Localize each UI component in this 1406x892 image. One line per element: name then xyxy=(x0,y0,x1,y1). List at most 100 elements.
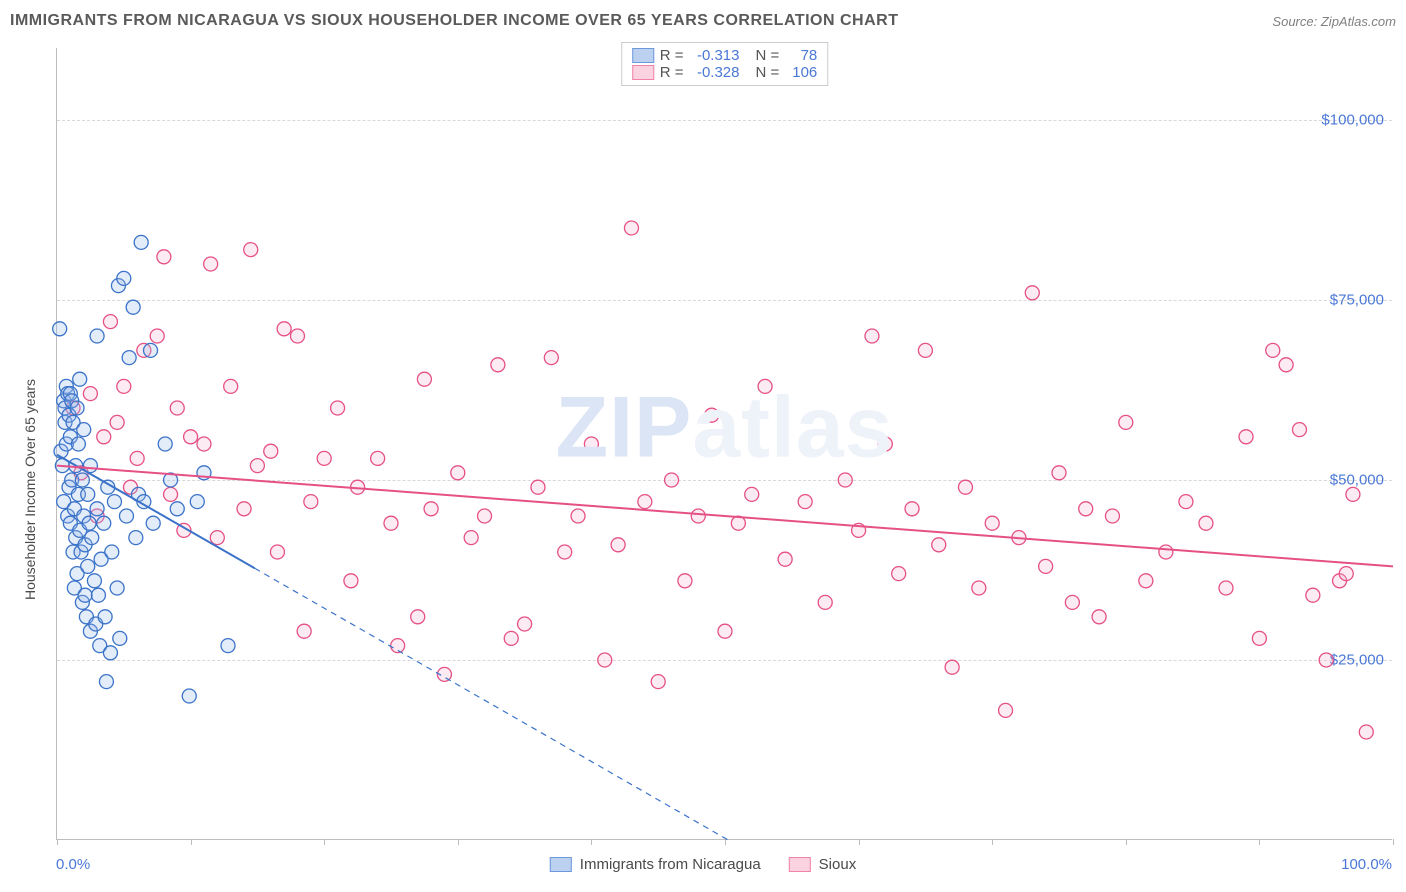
point-nicaragua xyxy=(82,516,96,530)
chart-header: IMMIGRANTS FROM NICARAGUA VS SIOUX HOUSE… xyxy=(0,0,1406,36)
point-sioux xyxy=(571,509,585,523)
point-sioux xyxy=(972,581,986,595)
point-sioux xyxy=(705,408,719,422)
x-tick xyxy=(1126,839,1127,845)
point-sioux xyxy=(1105,509,1119,523)
point-sioux xyxy=(1279,358,1293,372)
point-sioux xyxy=(83,387,97,401)
point-nicaragua xyxy=(170,502,184,516)
point-nicaragua xyxy=(146,516,160,530)
x-tick xyxy=(859,839,860,845)
point-nicaragua xyxy=(53,322,67,336)
point-sioux xyxy=(638,495,652,509)
point-sioux xyxy=(932,538,946,552)
x-tick xyxy=(324,839,325,845)
x-min-label: 0.0% xyxy=(56,856,90,873)
point-sioux xyxy=(778,552,792,566)
point-sioux xyxy=(892,567,906,581)
point-sioux xyxy=(745,487,759,501)
x-max-label: 100.0% xyxy=(1341,856,1392,873)
point-sioux xyxy=(1039,559,1053,573)
point-sioux xyxy=(1139,574,1153,588)
point-nicaragua xyxy=(75,473,89,487)
point-sioux xyxy=(297,624,311,638)
point-sioux xyxy=(544,351,558,365)
point-sioux xyxy=(918,343,932,357)
x-tick xyxy=(57,839,58,845)
point-nicaragua xyxy=(77,423,91,437)
x-tick xyxy=(1393,839,1394,845)
point-nicaragua xyxy=(90,329,104,343)
point-nicaragua xyxy=(87,574,101,588)
point-nicaragua xyxy=(221,639,235,653)
point-sioux xyxy=(304,495,318,509)
chart-title: IMMIGRANTS FROM NICARAGUA VS SIOUX HOUSE… xyxy=(10,12,898,30)
swatch-sioux-bottom xyxy=(789,857,811,872)
swatch-sioux xyxy=(632,65,654,80)
point-nicaragua xyxy=(126,300,140,314)
point-sioux xyxy=(504,631,518,645)
point-sioux xyxy=(1359,725,1373,739)
legend-row-sioux: R = -0.328 N = 106 xyxy=(632,64,818,81)
x-tick xyxy=(458,839,459,845)
point-sioux xyxy=(117,379,131,393)
point-sioux xyxy=(1079,502,1093,516)
point-sioux xyxy=(818,595,832,609)
r-label-1: R = xyxy=(660,64,684,81)
point-sioux xyxy=(97,430,111,444)
point-sioux xyxy=(905,502,919,516)
legend-item-sioux: Sioux xyxy=(789,856,857,873)
point-sioux xyxy=(317,451,331,465)
point-nicaragua xyxy=(99,675,113,689)
point-sioux xyxy=(518,617,532,631)
point-sioux xyxy=(464,531,478,545)
swatch-nicaragua xyxy=(632,48,654,63)
point-nicaragua xyxy=(98,610,112,624)
point-sioux xyxy=(945,660,959,674)
point-sioux xyxy=(1052,466,1066,480)
point-sioux xyxy=(491,358,505,372)
trend-line-solid xyxy=(57,466,1393,567)
point-sioux xyxy=(277,322,291,336)
point-nicaragua xyxy=(103,646,117,660)
point-nicaragua xyxy=(71,437,85,451)
point-sioux xyxy=(1252,631,1266,645)
point-sioux xyxy=(478,509,492,523)
source-value: ZipAtlas.com xyxy=(1321,14,1396,29)
point-sioux xyxy=(270,545,284,559)
series-name-1: Sioux xyxy=(819,856,857,873)
point-sioux xyxy=(1025,286,1039,300)
point-nicaragua xyxy=(73,372,87,386)
n-label-0: N = xyxy=(756,47,780,64)
point-sioux xyxy=(1319,653,1333,667)
point-sioux xyxy=(384,516,398,530)
point-sioux xyxy=(865,329,879,343)
point-sioux xyxy=(424,502,438,516)
point-nicaragua xyxy=(70,401,84,415)
trend-line-dashed xyxy=(255,568,728,840)
point-sioux xyxy=(999,703,1013,717)
point-sioux xyxy=(1219,581,1233,595)
point-sioux xyxy=(244,243,258,257)
point-sioux xyxy=(150,329,164,343)
point-nicaragua xyxy=(134,235,148,249)
point-sioux xyxy=(264,444,278,458)
legend-row-nicaragua: R = -0.313 N = 78 xyxy=(632,47,818,64)
point-sioux xyxy=(665,473,679,487)
point-sioux xyxy=(985,516,999,530)
y-axis-label: Householder Income Over 65 years xyxy=(22,379,38,600)
point-sioux xyxy=(584,437,598,451)
point-sioux xyxy=(958,480,972,494)
r-value-0: -0.313 xyxy=(690,47,740,64)
point-nicaragua xyxy=(85,531,99,545)
point-nicaragua xyxy=(119,509,133,523)
point-sioux xyxy=(758,379,772,393)
point-sioux xyxy=(103,315,117,329)
point-sioux xyxy=(130,451,144,465)
point-nicaragua xyxy=(190,495,204,509)
point-nicaragua xyxy=(113,631,127,645)
point-sioux xyxy=(250,459,264,473)
point-nicaragua xyxy=(182,689,196,703)
point-sioux xyxy=(1119,415,1133,429)
point-sioux xyxy=(718,624,732,638)
